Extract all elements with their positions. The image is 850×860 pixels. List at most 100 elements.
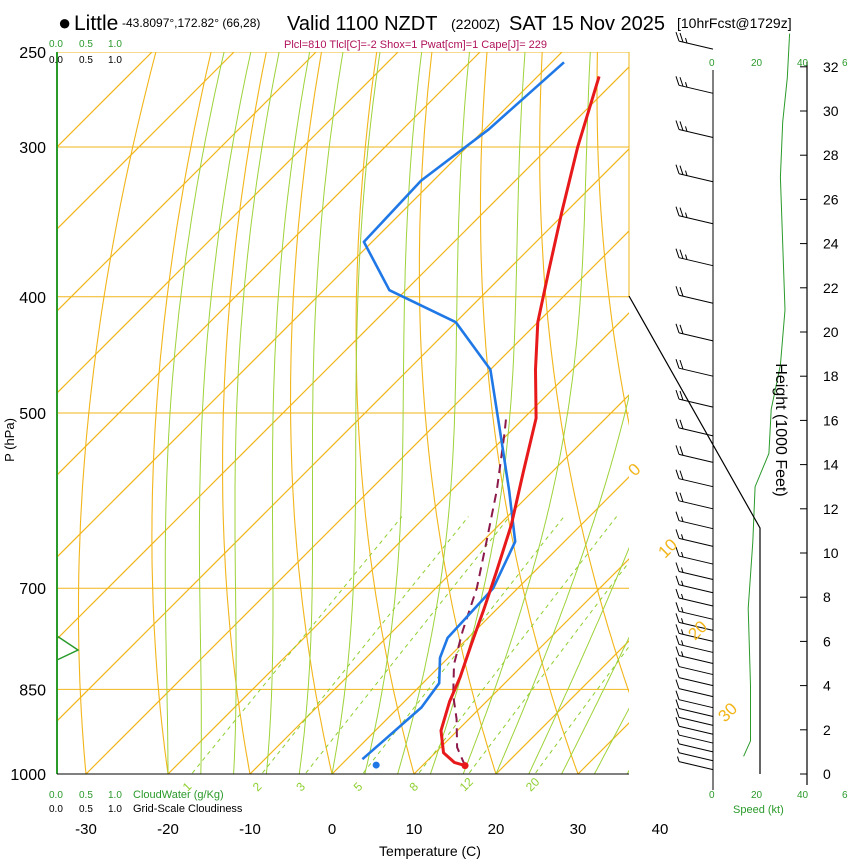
height-tick-label: 8 xyxy=(823,589,831,605)
wind-barb-flag xyxy=(685,170,688,176)
height-tick-label: 16 xyxy=(823,412,839,428)
x-tick-label: 10 xyxy=(406,821,423,838)
cloudiness-label: Grid-Scale Cloudiness xyxy=(133,803,243,815)
wind-barb-flag xyxy=(681,618,684,624)
height-tick-label: 24 xyxy=(823,236,839,252)
mixing-ratio-line xyxy=(304,516,510,774)
parcel-path xyxy=(452,414,508,766)
cloudwater-trace xyxy=(56,635,80,661)
wind-barb-flag xyxy=(685,37,688,44)
isotherm-line xyxy=(57,148,629,722)
wind-barb-flag xyxy=(685,82,688,88)
wind-barb-flag xyxy=(679,249,684,259)
moist-adiabat xyxy=(265,52,311,774)
wind-barb-flag xyxy=(675,562,680,572)
wind-barb-flag xyxy=(675,575,680,585)
isotherm-line xyxy=(660,52,850,774)
wind-barb xyxy=(678,520,714,530)
wind-barb-flag xyxy=(675,418,680,429)
moist-adiabat xyxy=(561,636,629,774)
isotherm-line xyxy=(57,52,563,558)
wind-barb xyxy=(678,621,714,631)
wind-barb xyxy=(678,537,714,547)
wind-barb-flag xyxy=(675,248,680,258)
wind-barb-flag xyxy=(681,640,684,646)
pressure-tick-label: 500 xyxy=(19,406,46,423)
mixing-ratio-line xyxy=(417,516,617,774)
wind-barb xyxy=(678,666,714,676)
freezing-level-line xyxy=(628,295,761,774)
wind-barb-flag xyxy=(685,254,688,260)
mixing-ratio-label: 12 xyxy=(457,775,477,795)
dry-adiabat xyxy=(222,52,267,774)
wind-barb-flag xyxy=(679,77,684,87)
wind-barb xyxy=(678,677,714,687)
cloudwater-label: CloudWater (g/Kg) xyxy=(133,789,224,801)
cloudwater-top-05: 0.5 xyxy=(79,39,93,50)
wind-barb-flag xyxy=(685,126,688,132)
wind-barb xyxy=(678,734,714,744)
sounding-series xyxy=(361,61,601,770)
mixing-ratio-label: 20 xyxy=(523,775,543,795)
dry-adiabat xyxy=(289,52,333,774)
isotherm-line xyxy=(57,52,399,394)
mixing-ratio-label: 5 xyxy=(351,779,366,794)
height-tick-label: 10 xyxy=(823,545,839,561)
moist-adiabat xyxy=(298,52,344,774)
mixing-ratio-label: 2 xyxy=(250,779,265,794)
moist-adiabat xyxy=(528,546,629,774)
wind-barb-flag xyxy=(675,624,680,634)
wind-barb-flag xyxy=(677,747,680,753)
cloudiness-bottom-1: 1.0 xyxy=(108,804,122,815)
moist-adiabat xyxy=(164,52,225,774)
wind-barb-flag xyxy=(675,602,680,612)
wind-barb-flag xyxy=(681,580,684,586)
wind-barb-flag xyxy=(681,567,684,573)
wind-barb-flag xyxy=(677,756,680,762)
height-tick-label: 12 xyxy=(823,501,839,517)
y-axis-label: P (hPa) xyxy=(2,418,17,462)
wind-barb-flag xyxy=(675,286,680,296)
wind-barb-flag xyxy=(679,492,684,502)
dry-adiabat xyxy=(151,52,212,774)
mixing-ratio-line xyxy=(467,561,629,774)
isotherm-line xyxy=(249,394,629,774)
wind-barb xyxy=(678,453,714,463)
wind-barb xyxy=(678,688,714,698)
wind-barb xyxy=(678,40,714,50)
wind-barb xyxy=(678,478,714,488)
wind-barb-flag xyxy=(675,717,680,727)
isotherm-line xyxy=(85,230,629,774)
title-bullet: ● xyxy=(58,10,71,35)
wind-barb-flag xyxy=(675,469,680,479)
isotherm-line xyxy=(57,52,317,312)
wind-panel xyxy=(675,31,791,790)
pressure-tick-label: 300 xyxy=(19,140,46,157)
wind-barb-flag xyxy=(679,359,684,370)
cloudwater-top-1: 1.0 xyxy=(108,39,122,50)
wind-barb-flag xyxy=(675,511,680,521)
wind-barb-flag xyxy=(675,588,680,599)
wind-barb-flag xyxy=(675,613,680,623)
skew-t-grid xyxy=(57,52,850,774)
wind-bottom-0: 0 xyxy=(709,790,715,801)
moist-adiabat xyxy=(397,52,470,774)
isotherm-label: 0 xyxy=(624,460,644,480)
wind-barb-flag xyxy=(675,323,680,333)
cloudiness-top-0: 0.0 xyxy=(49,55,63,66)
cloudwater-bottom-0: 0.0 xyxy=(49,790,63,801)
wind-barb-flag xyxy=(675,529,680,539)
height-tick-label: 6 xyxy=(823,633,831,649)
dry-adiabat xyxy=(596,52,629,427)
cloudwater-bottom-1: 1.0 xyxy=(108,790,122,801)
isotherm-line xyxy=(331,476,629,774)
x-tick-label: -20 xyxy=(157,821,179,838)
wind-barb xyxy=(678,129,714,139)
x-tick-label: -30 xyxy=(75,821,97,838)
valid-time: Valid 1100 NZDT xyxy=(287,13,437,35)
wind-top-20: 20 xyxy=(751,58,763,69)
surface-temperature-marker xyxy=(461,762,469,770)
wind-barb-flag xyxy=(675,31,680,42)
cloudiness-bottom-05: 0.5 xyxy=(79,804,93,815)
